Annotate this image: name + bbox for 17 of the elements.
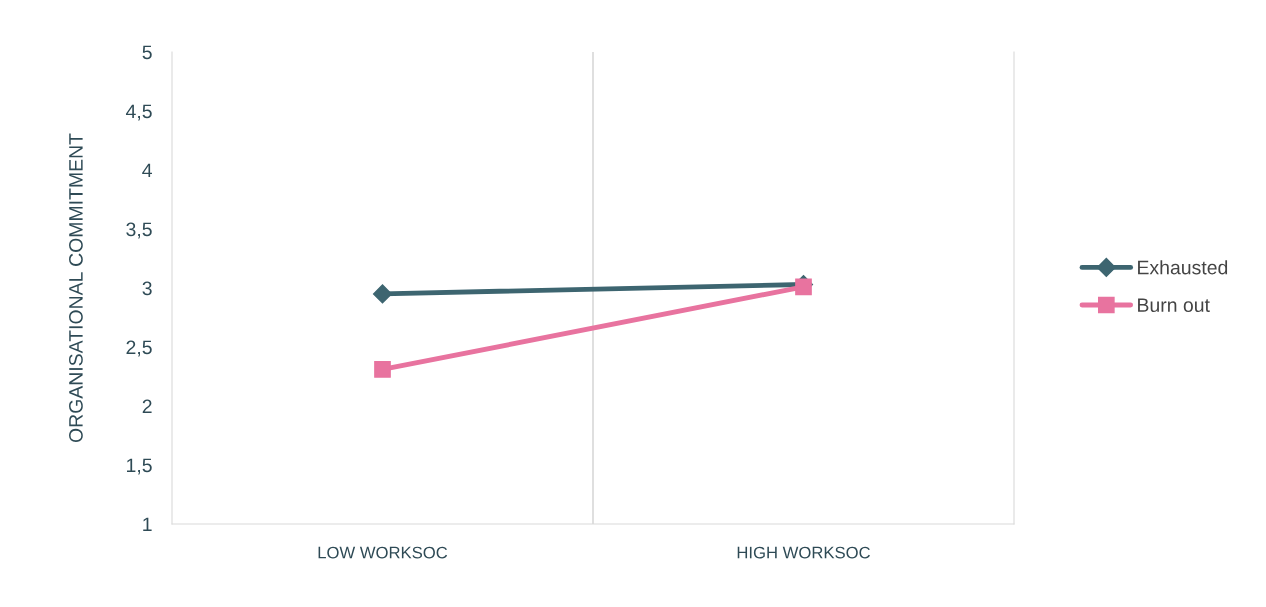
y-tick-label: 3: [142, 281, 152, 296]
y-tick-label: 2,5: [126, 340, 152, 357]
point: [374, 361, 391, 378]
x-tick-label: LOW WORKSOC: [318, 546, 448, 559]
legend-label: Burn out: [1138, 298, 1210, 312]
legend-label: Exhausted: [1138, 260, 1228, 275]
y-tick-label: 2: [142, 399, 152, 414]
y-tick-label: 4,5: [125, 104, 152, 121]
y-axis-title: ORGANISATIONAL COMMITMENT: [69, 133, 83, 443]
point: [372, 284, 393, 304]
x-tick-label: HIGH WORKSOC: [737, 546, 870, 559]
point: [795, 278, 812, 296]
y-tick-label: 1,5: [127, 458, 152, 475]
y-tick-label: 5: [142, 45, 152, 60]
y-tick-label: 4: [142, 163, 152, 178]
y-tick-label: 1: [143, 517, 152, 532]
y-tick-label: 3,5: [126, 222, 152, 239]
